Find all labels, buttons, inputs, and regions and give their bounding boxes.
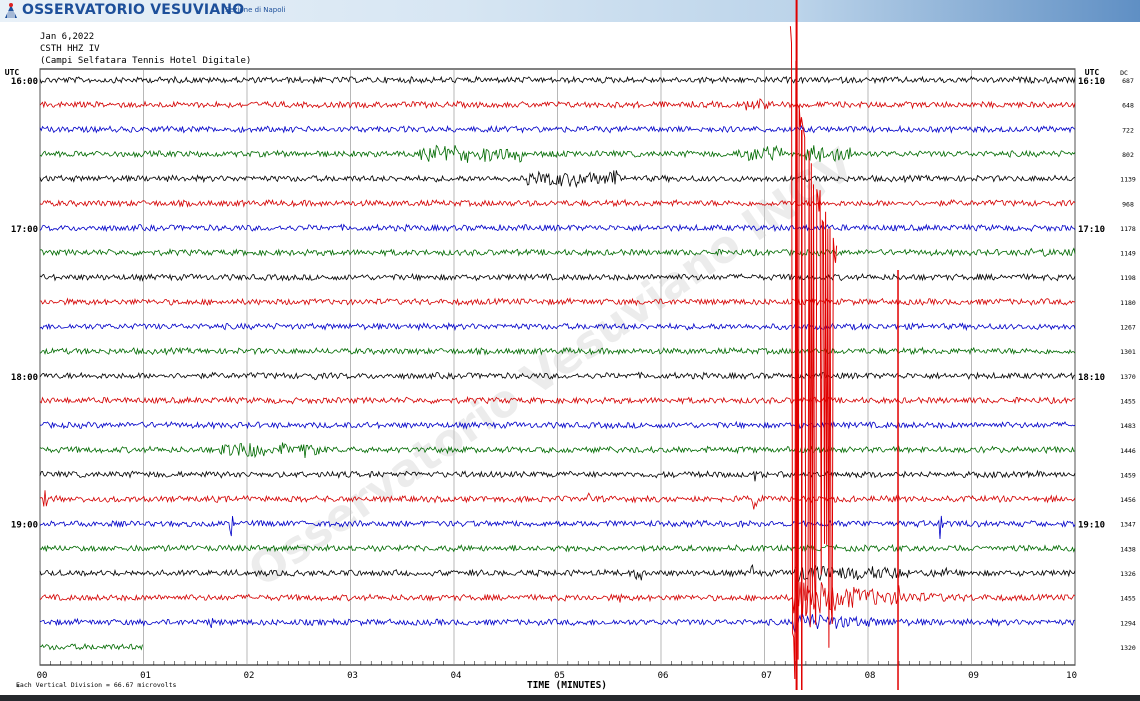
dc-value: 1446 [1120,447,1136,455]
left-time-label: 18:00 [11,373,38,383]
dc-value: 1301 [1120,348,1136,356]
x-tick-label: 06 [658,671,669,681]
seismic-trace [40,297,1076,307]
right-time-label: 18:10 [1078,373,1105,383]
org-name: OSSERVATORIO VESUVIANO [22,2,245,18]
header-banner: OSSERVATORIO VESUVIANO Sezione di Napoli [0,0,1140,22]
x-tick-label: 00 [37,671,48,681]
x-tick-label: 09 [968,671,979,681]
seismic-trace [39,124,1076,134]
recording-date: Jan 6,2022 [40,32,95,42]
seismic-trace [39,564,1076,584]
dc-value: 1455 [1120,397,1136,405]
right-axis-label: UTC [1085,68,1100,77]
seismic-trace [39,223,1076,233]
dc-value: 802 [1122,151,1134,159]
observatory-logo-icon [5,3,17,18]
x-tick-label: 05 [554,671,565,681]
dc-value: 722 [1122,126,1134,134]
dc-value: 1347 [1120,521,1136,529]
left-time-label: 16:00 [11,77,38,87]
x-tick-label: 04 [451,671,462,681]
dc-value: 1438 [1120,545,1136,553]
seismic-trace [39,515,1076,540]
seismic-trace [39,490,1076,510]
seismic-trace [39,613,1076,633]
seismic-trace [39,395,1076,406]
seismic-trace [39,321,1076,332]
dc-value: 1455 [1120,595,1136,603]
dc-value: 1483 [1120,422,1136,430]
watermark-text: Osservatorio Vesuviano INGV [240,139,864,597]
seismic-trace [39,543,1076,553]
dc-value: 1180 [1120,299,1136,307]
seismic-trace [39,643,143,651]
dc-value: 1149 [1120,250,1136,258]
seismic-trace [39,247,1076,258]
seismic-trace [39,170,1076,189]
dc-value: 1294 [1120,619,1136,627]
seismic-trace [39,442,1076,459]
right-time-label: 19:10 [1078,521,1105,531]
x-tick-label: 07 [761,671,772,681]
dc-value: 1320 [1120,644,1136,652]
x-tick-label: 08 [865,671,876,681]
x-tick-label: 10 [1066,671,1077,681]
dc-value: 687 [1122,77,1134,85]
dc-value: 1459 [1120,471,1136,479]
dc-value: 1267 [1120,324,1136,332]
dc-value: 1178 [1120,225,1136,233]
dc-value: 1326 [1120,570,1136,578]
seismic-trace [39,144,1076,163]
seismic-trace [39,346,1076,356]
scale-note: Each Vertical Division = 66.67 microvolt… [16,681,177,689]
dc-value: 968 [1122,200,1134,208]
left-axis-label: UTC [5,68,20,77]
station-code: CSTH HHZ IV [40,44,100,54]
station-description: (Campi Selfatara Tennis Hotel Digitale) [40,56,252,66]
seismic-trace [39,469,1076,482]
seismic-trace [39,75,1076,85]
x-tick-label: 01 [140,671,151,681]
dc-value: 648 [1122,102,1134,110]
right-time-label: 17:10 [1078,225,1105,235]
seismic-trace [39,272,1076,282]
dc-value: 1370 [1120,373,1136,381]
seismic-trace [40,420,1076,430]
x-tick-label: 02 [244,671,255,681]
dc-column-label: DC [1120,69,1128,77]
left-time-label: 17:00 [11,225,38,235]
org-section: Sezione di Napoli [225,6,286,14]
dc-value: 1139 [1120,176,1136,184]
seismic-trace [39,575,1076,618]
seismic-trace [39,98,1076,111]
earthquake-signal [789,26,838,680]
left-time-label: 19:00 [11,521,38,531]
dc-value: 1198 [1120,274,1136,282]
seismic-trace [39,198,1076,208]
scale-marker: * [16,683,20,691]
bottom-bar [0,695,1140,701]
x-axis-label: TIME (MINUTES) [527,680,607,691]
dc-value: 1456 [1120,496,1136,504]
right-time-label: 16:10 [1078,77,1105,87]
x-tick-label: 03 [347,671,358,681]
seismic-trace [39,371,1076,381]
